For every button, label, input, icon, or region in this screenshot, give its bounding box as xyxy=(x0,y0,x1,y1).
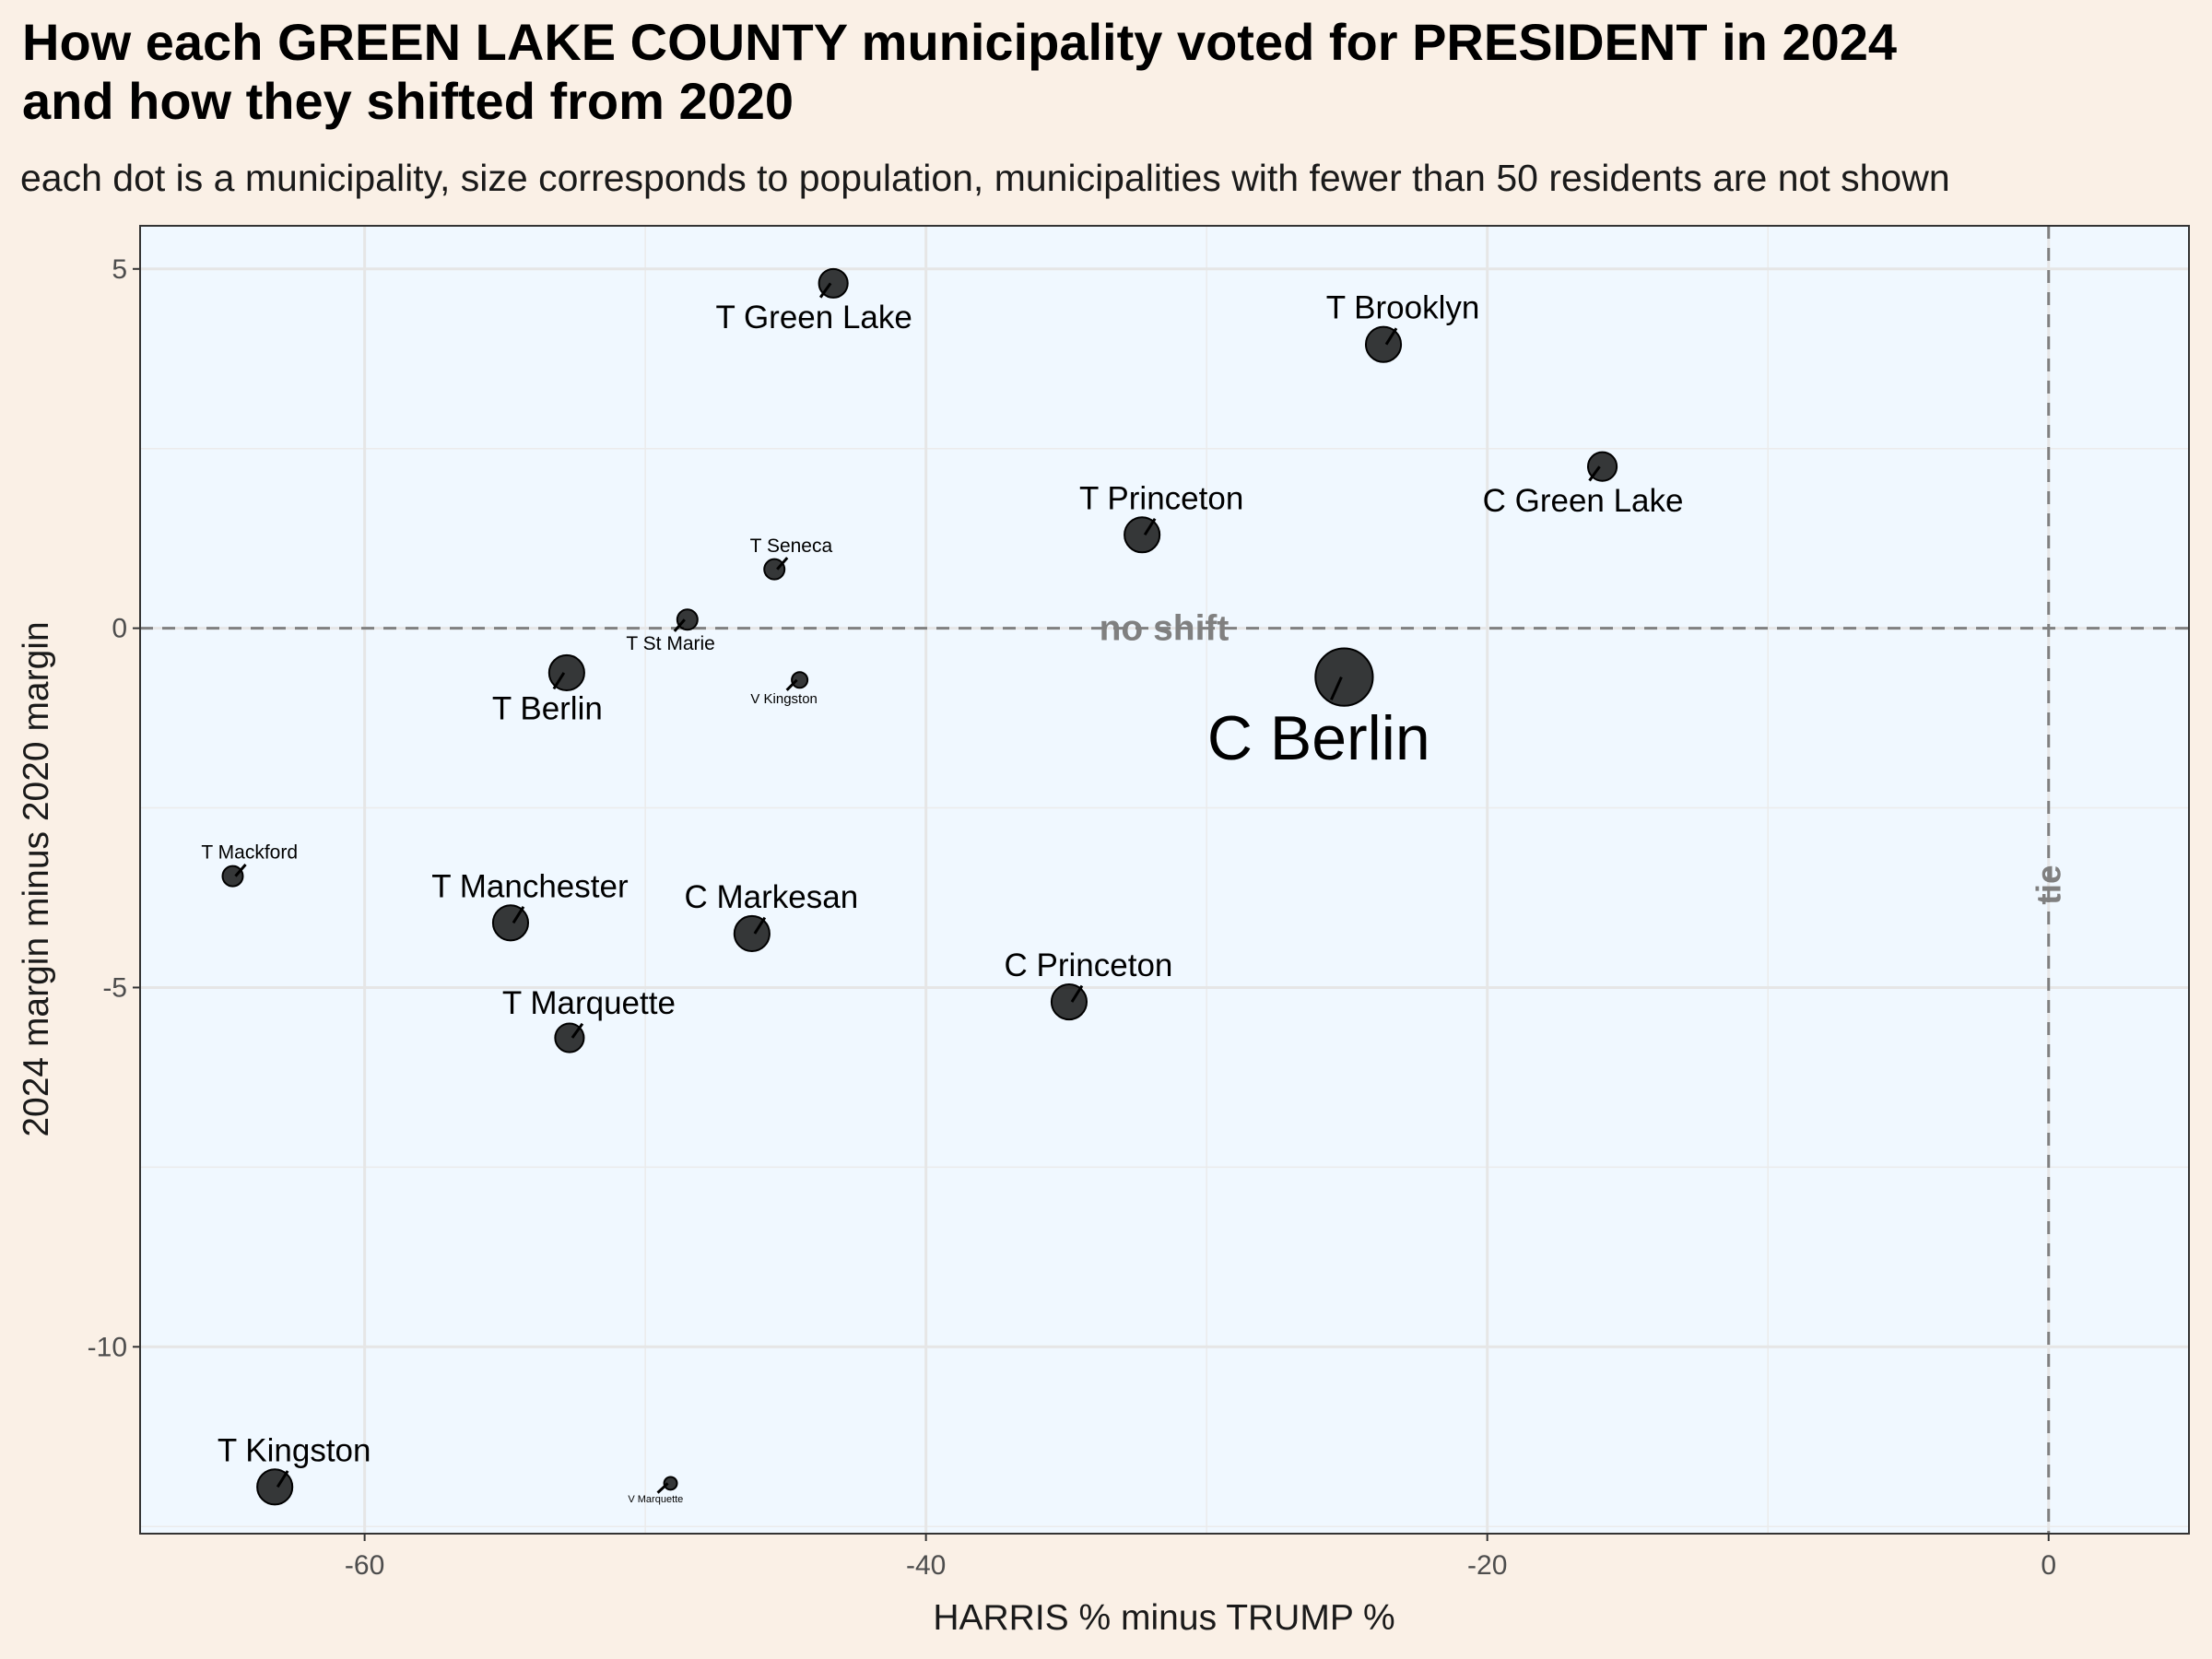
y-tick-label: 0 xyxy=(112,614,127,644)
x-tick-label: 0 xyxy=(2041,1550,2056,1581)
leader-line xyxy=(1588,465,1601,482)
label-t-mackford: T Mackford xyxy=(201,842,298,864)
leader-line xyxy=(552,672,566,690)
leader-line xyxy=(753,916,767,935)
point-c-berlin xyxy=(1314,647,1374,707)
point-c-princeton xyxy=(1050,982,1088,1021)
point-t-mackford xyxy=(221,865,244,888)
plot-border xyxy=(139,225,2190,1535)
leader-line xyxy=(234,864,247,877)
point-t-princeton xyxy=(1124,516,1161,554)
point-v-kingston xyxy=(791,671,809,689)
label-t-manchester: T Manchester xyxy=(431,868,629,904)
leader-line xyxy=(656,1482,669,1494)
x-tick-label: -20 xyxy=(1467,1550,1507,1581)
no-shift-label: no shift xyxy=(1100,609,1230,649)
tie-label: tie xyxy=(2030,865,2068,904)
y-axis-title: 2024 margin minus 2020 margin xyxy=(17,621,56,1136)
leader-line xyxy=(512,906,525,924)
reference-lines: no shift tie xyxy=(140,226,2189,1534)
label-c-princeton: C Princeton xyxy=(1005,947,1173,983)
leader-line xyxy=(571,1022,584,1039)
label-t-st-marie: T St Marie xyxy=(626,633,714,654)
point-v-marquette xyxy=(663,1476,678,1491)
y-tick-label: -5 xyxy=(102,972,127,1003)
label-c-markesan: C Markesan xyxy=(685,879,859,915)
y-tick-label: 5 xyxy=(112,254,127,285)
point-t-st-marie xyxy=(676,608,699,631)
leader-line xyxy=(1330,677,1343,700)
y-tick-label: -10 xyxy=(88,1332,127,1362)
point-t-berlin xyxy=(547,653,585,692)
leader-line xyxy=(818,282,832,299)
leader-line xyxy=(776,557,789,571)
grid-lines xyxy=(140,226,2189,1534)
point-t-brooklyn xyxy=(1364,325,1403,363)
leader-line xyxy=(1143,518,1157,536)
label-c-berlin: C Berlin xyxy=(1207,703,1430,773)
label-t-kingston: T Kingston xyxy=(218,1432,371,1468)
label-t-seneca: T Seneca xyxy=(750,535,833,557)
label-t-berlin: T Berlin xyxy=(492,691,603,727)
point-t-kingston xyxy=(256,1468,294,1506)
point-t-seneca xyxy=(763,558,786,581)
chart-title: How each GREEN LAKE COUNTY municipality … xyxy=(22,13,1898,130)
plot-panel xyxy=(140,226,2189,1534)
x-tick-label: -40 xyxy=(906,1550,946,1581)
point-t-manchester xyxy=(491,904,530,942)
chart-subtitle: each dot is a municipality, size corresp… xyxy=(20,157,1950,199)
x-axis-title: HARRIS % minus TRUMP % xyxy=(933,1598,1394,1638)
point-c-markesan xyxy=(733,914,771,953)
label-c-green-lake: C Green Lake xyxy=(1483,483,1684,519)
axis-ticks: -60 -40 -20 0 5 0 -5 -10 xyxy=(88,254,2056,1581)
leader-line xyxy=(673,618,686,632)
label-t-green-lake: T Green Lake xyxy=(715,300,912,335)
label-t-brooklyn: T Brooklyn xyxy=(1326,290,1480,326)
leader-line xyxy=(276,1470,289,1488)
leader-line xyxy=(1384,327,1398,346)
point-labels: T Green Lake T Brooklyn C Green Lake T Prin… xyxy=(201,282,1684,1505)
label-v-marquette: V Marquette xyxy=(628,1494,683,1505)
label-v-kingston: V Kingston xyxy=(750,691,818,707)
label-t-marquette: T Marquette xyxy=(502,985,676,1021)
x-tick-label: -60 xyxy=(345,1550,384,1581)
leader-line xyxy=(785,678,798,691)
leader-line xyxy=(1070,984,1084,1003)
label-t-princeton: T Princeton xyxy=(1079,480,1243,516)
